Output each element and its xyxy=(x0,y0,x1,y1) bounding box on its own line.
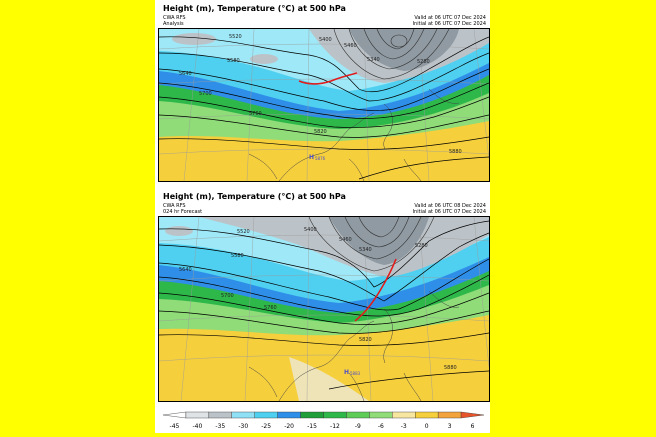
panel-forecast: Height (m), Temperature (°C) at 500 hPa … xyxy=(155,190,490,402)
contour-label: 5520 xyxy=(229,34,242,40)
mild-zone xyxy=(159,89,489,142)
blue-zone xyxy=(159,61,489,119)
contour-labels: 5520 5580 5640 5700 5760 5820 5880 5400 … xyxy=(179,227,457,371)
contour-label: 5280 xyxy=(417,59,430,65)
time-info: Valid at 06 UTC 07 Dec 2024 Initial at 0… xyxy=(413,15,486,27)
contour-label: 5700 xyxy=(221,293,234,299)
colorbar-tick-label: 0 xyxy=(425,423,429,430)
contour-label: 5820 xyxy=(314,129,327,135)
cold-core xyxy=(329,217,429,265)
colorbar-tick-label: -20 xyxy=(284,423,294,430)
green-zone xyxy=(159,73,489,129)
low-contours xyxy=(333,29,450,80)
contour-label: 5460 xyxy=(339,237,352,243)
height-contours xyxy=(159,36,489,180)
contour-label: 5340 xyxy=(359,247,372,253)
model-info: CWA RFS 024 hr Forecast xyxy=(163,203,202,215)
colorbar-tick-label: -12 xyxy=(330,423,340,430)
colorbar-swatch xyxy=(162,411,187,419)
dry-zone xyxy=(289,357,369,401)
contour-label: 5640 xyxy=(179,71,192,77)
contour-label: 5400 xyxy=(304,227,317,233)
contour-label: 5760 xyxy=(249,111,262,117)
lead-time: 024 hr Forecast xyxy=(163,209,203,215)
contour-label: 5580 xyxy=(227,58,240,64)
initial-time: Initial at 06 UTC 07 Dec 2024 xyxy=(412,209,486,215)
cold-patch xyxy=(165,226,193,236)
green-zone xyxy=(159,269,489,323)
colorbar-swatch xyxy=(231,411,255,419)
colorbar-tick-label: 3 xyxy=(448,423,452,430)
contour-labels: 5520 5580 5640 5700 5760 5820 5880 5400 … xyxy=(179,34,462,155)
warm-zone xyxy=(159,119,489,181)
colorbar-swatch xyxy=(437,411,462,419)
warm-zone xyxy=(159,313,489,401)
initial-time: Initial at 06 UTC 07 Dec 2024 xyxy=(412,21,486,27)
map-svg: 5520 5580 5640 5700 5760 5820 5880 5400 … xyxy=(159,29,489,181)
temperature-colorbar: -45 -40 -35 -30 -25 -20 -15 -12 -9 -6 -3 0 3 6 xyxy=(157,409,490,433)
height-contours xyxy=(159,220,489,390)
contour-label: 5880 xyxy=(449,149,462,155)
contour-label: 5580 xyxy=(231,253,244,259)
map-analysis: 5520 5580 5640 5700 5760 5820 5880 5400 … xyxy=(158,28,490,182)
colorbar-tick-label: -45 xyxy=(170,423,180,430)
panel-title: Height (m), Temperature (°C) at 500 hPa xyxy=(163,192,346,201)
high-pressure-value: 5883 xyxy=(350,371,361,376)
contour-label: 5520 xyxy=(237,229,250,235)
map-forecast: 5520 5580 5640 5700 5760 5820 5880 5400 … xyxy=(158,216,490,402)
contour-label: 5400 xyxy=(319,37,332,43)
graticule xyxy=(159,29,489,181)
colorbar-swatch xyxy=(185,411,210,419)
colorbar-swatch xyxy=(300,411,324,419)
map-svg: 5520 5580 5640 5700 5760 5820 5880 5400 … xyxy=(159,217,489,401)
contour-label: 5700 xyxy=(199,91,212,97)
contour-label: 5640 xyxy=(179,267,192,273)
high-pressure-marker: H xyxy=(309,154,314,161)
colorbar-tick-label: -6 xyxy=(378,423,384,430)
colorbar-swatch xyxy=(369,411,393,419)
colorbar-swatch xyxy=(460,411,485,419)
colorbar-tick-label: -3 xyxy=(401,423,407,430)
colorbar-tick-label: -15 xyxy=(307,423,317,430)
contour-label: 5820 xyxy=(359,337,372,343)
panel-title: Height (m), Temperature (°C) at 500 hPa xyxy=(163,4,346,13)
colorbar-swatch xyxy=(392,411,416,419)
colorbar-swatch xyxy=(415,411,439,419)
high-pressure-value: 5876 xyxy=(315,156,326,161)
valid-time: Valid at 06 UTC 07 Dec 2024 xyxy=(414,15,486,21)
mild-zone xyxy=(159,283,489,336)
colorbar-tick-label: -30 xyxy=(238,423,248,430)
contour-label: 5760 xyxy=(264,305,277,311)
low-contours xyxy=(308,217,435,272)
contour-label: 5340 xyxy=(367,57,380,63)
colorbar-swatch xyxy=(323,411,347,419)
colorbar-swatch xyxy=(277,411,301,419)
high-pressure-marker: H xyxy=(344,369,349,376)
colorbar-tick-label: -35 xyxy=(215,423,225,430)
cold-patch xyxy=(250,54,278,64)
colorbar-svg: -45 -40 -35 -30 -25 -20 -15 -12 -9 -6 -3 0 3 6 xyxy=(162,411,485,430)
contour-label: 5460 xyxy=(344,43,357,49)
colorbar-tick-label: -40 xyxy=(192,423,202,430)
lead-time: Analysis xyxy=(163,21,184,27)
model-info: CWA RFS Analysis xyxy=(163,15,186,27)
trough-axis xyxy=(354,258,397,322)
panel-analysis: Height (m), Temperature (°C) at 500 hPa … xyxy=(155,2,490,184)
trough-axis xyxy=(298,72,358,85)
colorbar-swatch xyxy=(208,411,232,419)
colorbar-swatch xyxy=(346,411,370,419)
blue-zone xyxy=(159,255,489,313)
time-info: Valid at 06 UTC 08 Dec 2024 Initial at 0… xyxy=(413,203,486,215)
cold-patch xyxy=(172,33,216,45)
colorbar-tick-label: 6 xyxy=(471,423,475,430)
model-name: CWA RFS xyxy=(163,15,186,21)
model-name: CWA RFS xyxy=(163,203,186,209)
valid-time: Valid at 06 UTC 08 Dec 2024 xyxy=(414,203,486,209)
contour-label: 5880 xyxy=(444,365,457,371)
figure-page: Height (m), Temperature (°C) at 500 hPa … xyxy=(155,0,490,433)
colorbar-tick-label: -25 xyxy=(261,423,271,430)
colorbar-swatch xyxy=(254,411,278,419)
contour-label: 5280 xyxy=(415,243,428,249)
colorbar-tick-label: -9 xyxy=(355,423,361,430)
